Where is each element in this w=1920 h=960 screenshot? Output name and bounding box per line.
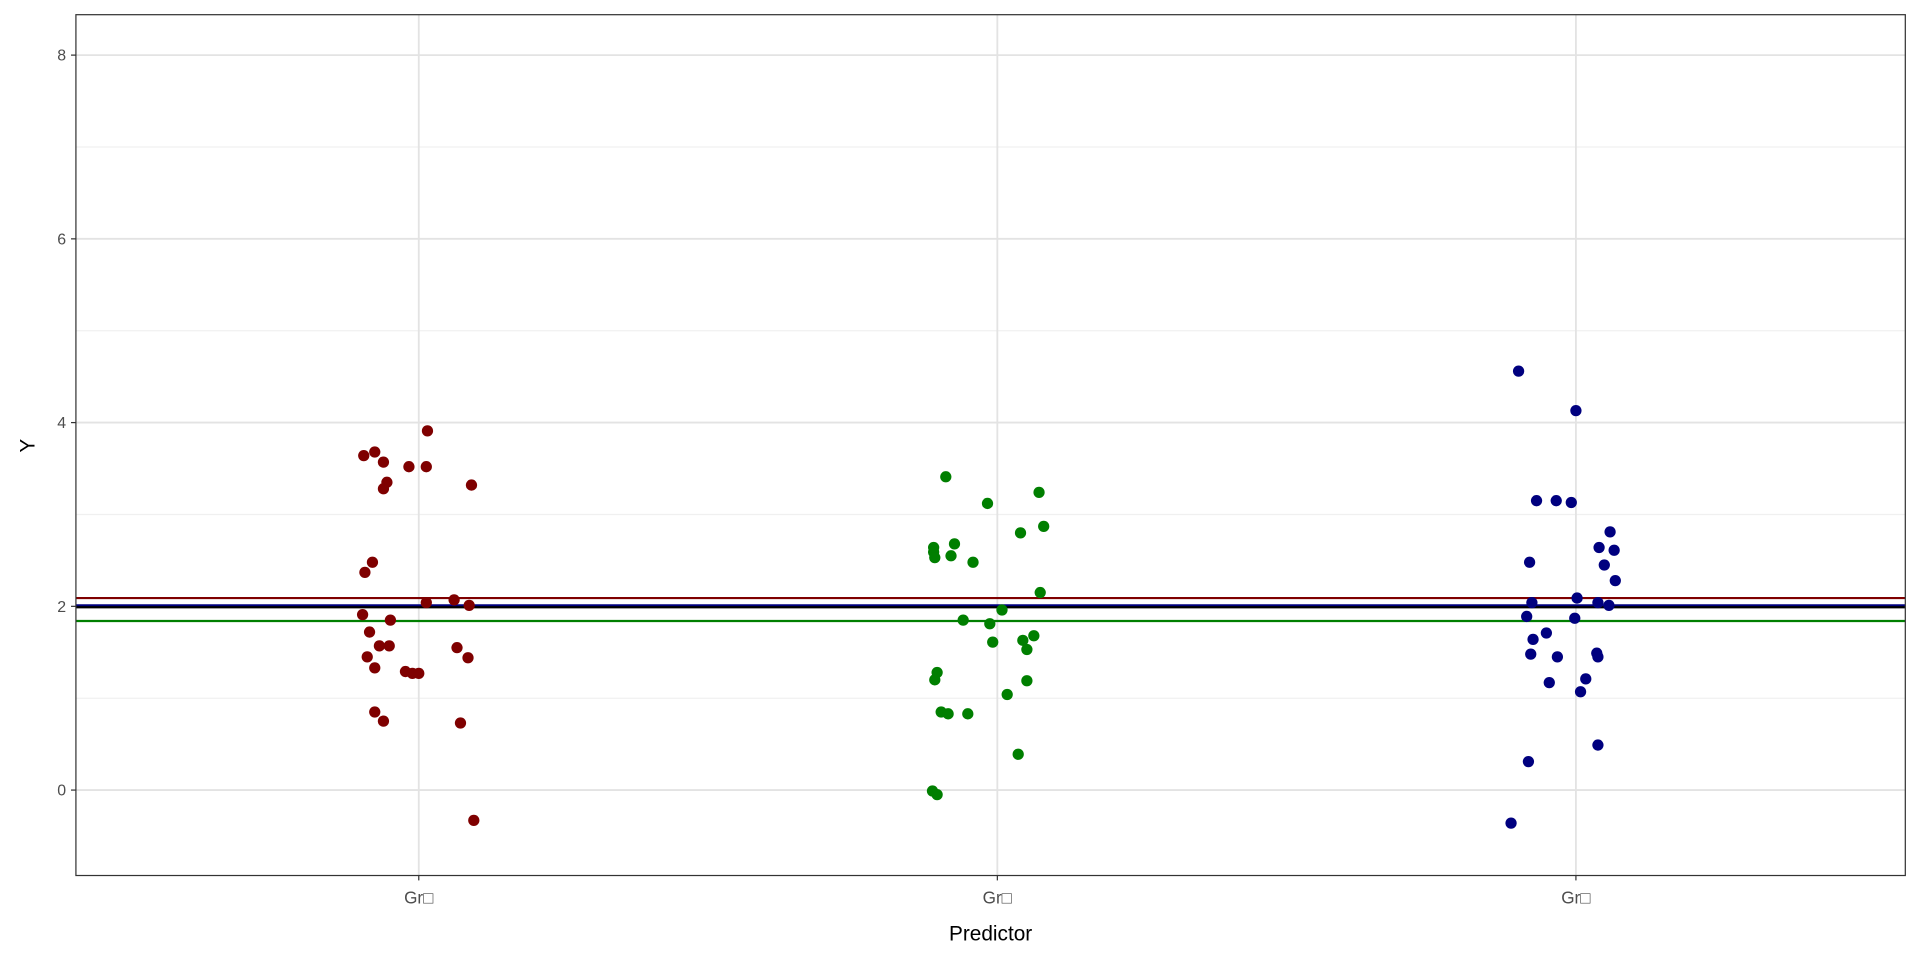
data-point xyxy=(1592,739,1604,751)
data-point xyxy=(373,640,386,652)
data-point xyxy=(1012,748,1024,760)
y-tick-label: 2 xyxy=(57,599,66,616)
y-tick-label: 6 xyxy=(57,231,66,248)
data-point xyxy=(468,814,480,827)
data-point xyxy=(1017,634,1029,646)
data-point xyxy=(945,550,957,562)
data-point xyxy=(1540,627,1553,639)
data-point xyxy=(454,717,467,729)
data-point xyxy=(383,640,395,652)
data-point xyxy=(1505,817,1517,829)
data-point xyxy=(358,450,370,462)
data-point xyxy=(448,594,460,606)
data-point xyxy=(1550,495,1562,507)
data-point xyxy=(987,636,999,648)
data-point xyxy=(1021,675,1033,687)
data-point xyxy=(1530,495,1543,507)
panel-border xyxy=(75,14,1906,877)
data-point xyxy=(1526,597,1538,609)
data-point xyxy=(377,456,390,468)
data-point xyxy=(420,461,432,473)
data-point xyxy=(463,599,475,612)
data-point xyxy=(1609,574,1621,587)
data-point xyxy=(957,614,969,626)
data-point xyxy=(369,706,381,718)
y-tick-label: 4 xyxy=(57,415,66,432)
data-point xyxy=(1527,633,1539,646)
x-tick-label: Gr□ xyxy=(1561,888,1591,908)
data-point xyxy=(1574,686,1587,698)
data-point xyxy=(462,652,474,664)
data-point xyxy=(369,662,381,674)
x-tick-label: Gr□ xyxy=(404,888,434,908)
data-point xyxy=(451,642,463,654)
data-point xyxy=(1569,612,1581,624)
data-point xyxy=(420,597,432,609)
x-axis: Gr□ Gr□ Gr□ xyxy=(404,875,1591,908)
data-point xyxy=(1028,630,1040,642)
data-point xyxy=(1592,597,1604,609)
data-point xyxy=(363,626,376,638)
data-point xyxy=(1571,592,1583,604)
data-point xyxy=(1604,526,1616,538)
data-point xyxy=(1034,586,1046,599)
data-point xyxy=(1522,755,1535,768)
y-tick-label: 8 xyxy=(57,48,66,65)
y-axis-label: Y xyxy=(16,439,39,453)
x-tick-label: Gr□ xyxy=(983,888,1013,908)
data-point xyxy=(931,789,943,801)
data-point xyxy=(1001,688,1013,701)
x-axis-label: Predictor xyxy=(949,922,1032,945)
data-point xyxy=(377,483,390,495)
data-point xyxy=(981,497,994,510)
data-point xyxy=(1551,651,1564,663)
data-point xyxy=(1565,496,1577,509)
data-point xyxy=(1598,559,1610,571)
data-point xyxy=(962,708,974,720)
data-point xyxy=(1543,676,1555,689)
data-point xyxy=(984,618,996,630)
data-point xyxy=(1021,643,1033,656)
data-point xyxy=(384,614,397,626)
data-point xyxy=(1580,673,1592,685)
data-point xyxy=(1521,610,1533,623)
data-point xyxy=(356,608,369,621)
data-point xyxy=(377,715,390,727)
data-point xyxy=(1512,365,1525,377)
data-point xyxy=(413,667,425,680)
data-point xyxy=(1592,651,1604,663)
data-point xyxy=(1570,405,1582,417)
data-point xyxy=(421,425,434,437)
data-point xyxy=(403,461,415,473)
data-point xyxy=(1014,527,1027,539)
data-point xyxy=(1038,520,1050,533)
data-point xyxy=(359,566,371,578)
data-point xyxy=(948,538,961,550)
data-point xyxy=(996,604,1008,616)
data-point xyxy=(967,556,979,568)
data-point xyxy=(942,708,954,720)
data-point xyxy=(1608,544,1620,556)
data-point xyxy=(369,446,381,458)
data-point xyxy=(1593,541,1605,554)
data-point xyxy=(1033,486,1045,499)
data-point xyxy=(940,471,952,483)
y-tick-label: 0 xyxy=(57,783,66,800)
data-point xyxy=(366,556,379,568)
data-point xyxy=(361,651,373,663)
data-point xyxy=(929,552,941,564)
data-point xyxy=(1525,648,1537,660)
data-points xyxy=(356,365,1621,829)
data-point xyxy=(465,479,478,491)
data-point xyxy=(1523,556,1536,568)
data-point xyxy=(929,674,941,686)
panel-background xyxy=(75,14,1906,876)
y-axis: 0 2 4 6 8 xyxy=(57,48,76,800)
data-point xyxy=(1603,599,1615,612)
